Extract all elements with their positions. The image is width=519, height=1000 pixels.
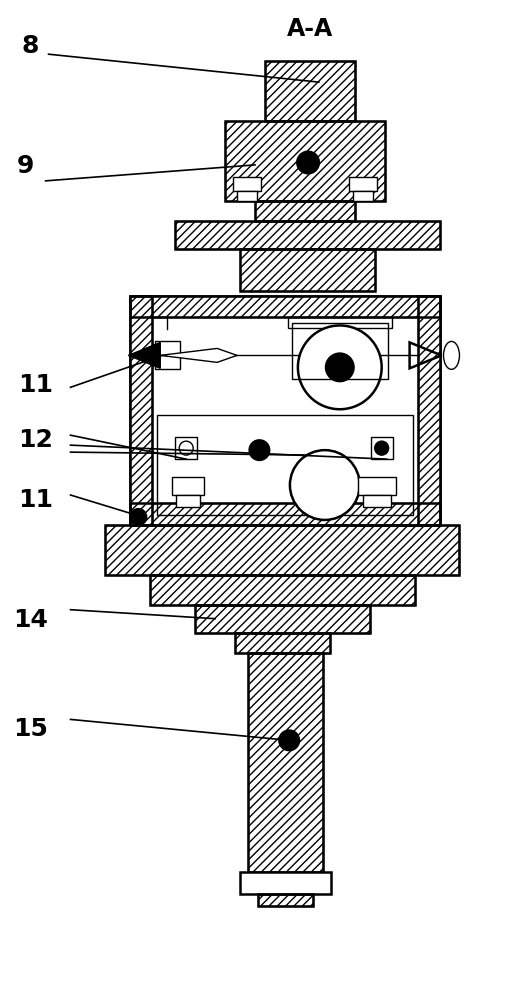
Text: 8: 8 [22,34,39,58]
Bar [225,121,385,201]
Bar [175,437,197,459]
Bar [233,177,261,191]
Bar [130,296,440,317]
Circle shape [290,450,360,520]
Circle shape [298,325,381,409]
Bar [288,317,392,328]
Bar [363,495,391,507]
Bar [353,191,373,201]
Bar [155,341,180,369]
Circle shape [130,509,146,525]
Bar [175,221,440,249]
Bar [255,201,355,221]
Bar [195,605,370,633]
Bar [418,296,440,525]
Bar [292,323,388,379]
Circle shape [179,441,193,455]
Text: 11: 11 [18,488,53,512]
Circle shape [375,441,389,455]
Bar [175,221,440,249]
Bar [349,177,377,191]
Bar [157,415,413,515]
Bar [248,653,323,872]
Bar [418,296,440,525]
Polygon shape [160,348,237,362]
Bar [371,437,393,459]
Bar [235,633,330,653]
Bar [235,633,330,653]
Circle shape [326,353,354,381]
Bar [151,575,415,605]
Bar [130,296,152,525]
Bar [265,61,355,121]
Bar [105,525,459,575]
Bar [130,503,440,525]
Text: 12: 12 [18,428,53,452]
Bar [255,201,355,221]
Text: 11: 11 [18,373,53,397]
Circle shape [250,440,269,460]
Bar [195,605,370,633]
Bar [258,894,313,906]
Bar [151,575,415,605]
Bar [130,296,440,525]
Bar [172,477,204,495]
Bar [240,249,375,291]
Bar [130,296,152,525]
Bar [237,191,257,201]
Bar [248,653,323,872]
Bar [225,121,385,201]
Bar [130,503,440,525]
Text: 14: 14 [13,608,48,632]
Bar [265,61,355,121]
Text: 15: 15 [13,717,48,741]
Text: 9: 9 [17,154,34,178]
Bar [105,525,459,575]
Bar [358,477,395,495]
Bar [176,495,200,507]
Bar [240,249,375,291]
Circle shape [297,152,319,173]
Bar [130,296,440,317]
Circle shape [279,730,299,750]
Bar [258,894,313,906]
Bar [240,872,331,894]
Polygon shape [128,342,160,368]
Text: A-A: A-A [286,17,333,41]
